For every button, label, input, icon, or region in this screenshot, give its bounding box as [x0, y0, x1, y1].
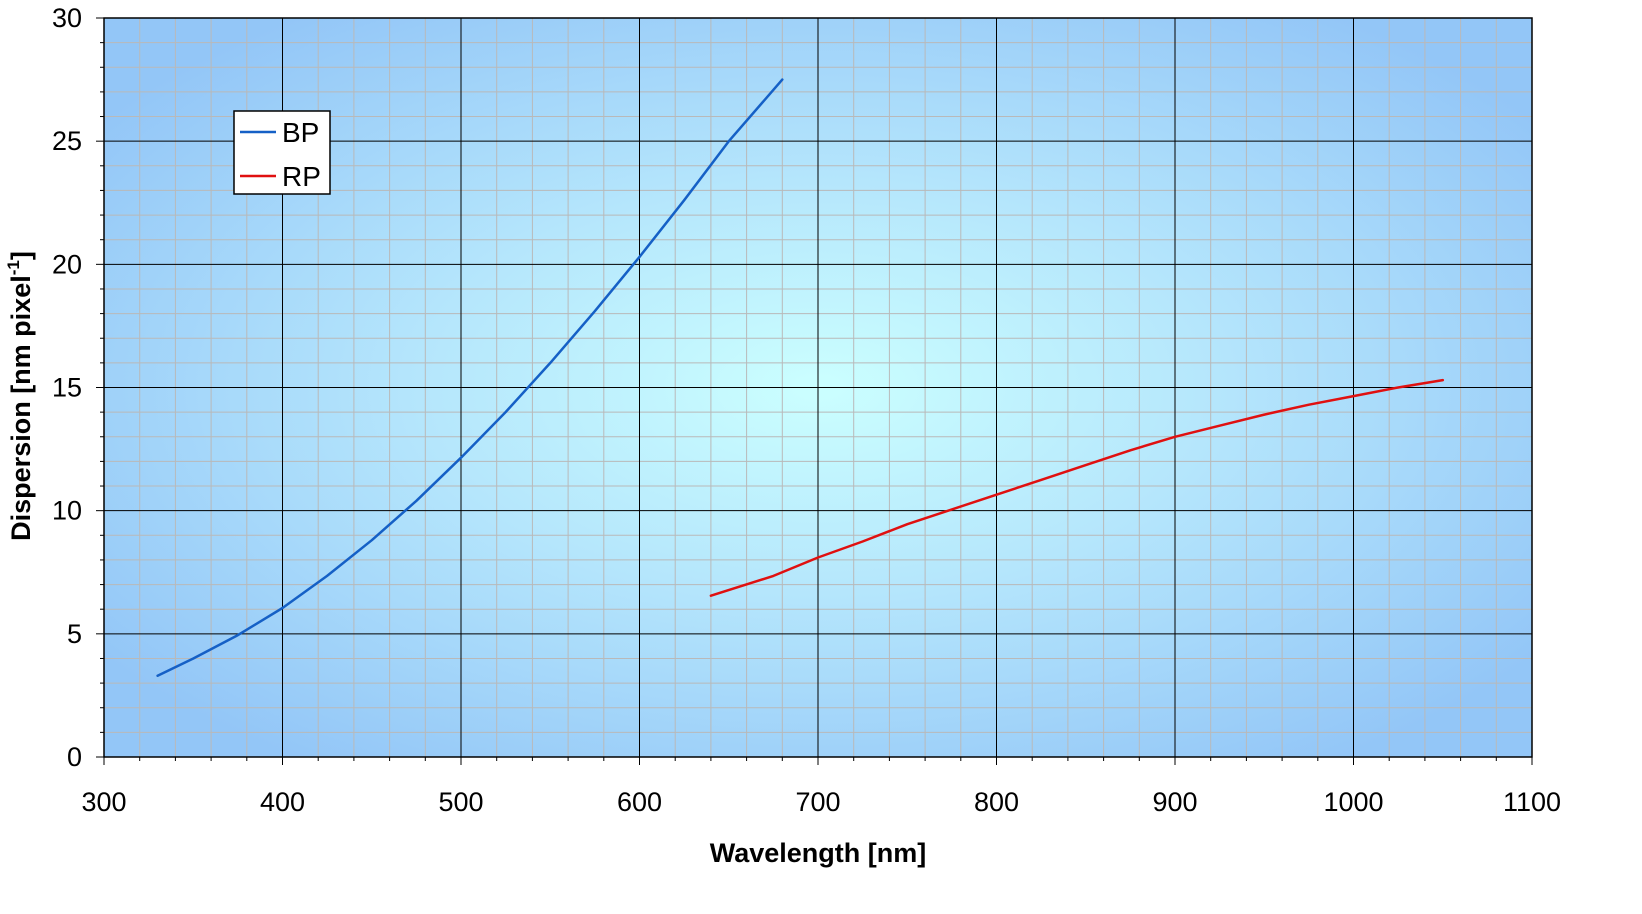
y-axis-title: Dispersion [nm pixel-1] — [4, 251, 36, 541]
x-tick-label: 700 — [795, 787, 840, 817]
y-tick-label: 20 — [52, 249, 82, 279]
legend-label-bp: BP — [282, 117, 319, 148]
y-tick-label: 0 — [67, 742, 82, 772]
y-tick-label: 5 — [67, 619, 82, 649]
x-tick-label: 800 — [974, 787, 1019, 817]
series-line-rp — [709, 378, 1445, 597]
series-layer — [156, 78, 1445, 677]
x-tick-label: 1100 — [1503, 787, 1561, 817]
legend-box — [233, 110, 331, 195]
y-tick-label: 25 — [52, 126, 82, 156]
axes — [96, 17, 1533, 765]
x-tick-label: 400 — [260, 787, 305, 817]
y-tick-label: 15 — [52, 373, 82, 403]
x-axis-title: Wavelength [nm] — [710, 838, 927, 868]
x-tick-label: 300 — [81, 787, 126, 817]
x-tick-label: 900 — [1152, 787, 1197, 817]
y-axis-title-main: Dispersion [nm pixel — [6, 275, 36, 541]
x-tick-label: 1000 — [1323, 787, 1383, 817]
y-axis-title-superscript: -1 — [4, 260, 23, 275]
legend-label-rp: RP — [282, 161, 321, 192]
x-tick-label: 600 — [617, 787, 662, 817]
series-line-bp — [156, 78, 784, 677]
x-tick-labels: 300 400 500 600 700 800 900 1000 1100 — [81, 787, 1561, 817]
y-tick-label: 10 — [52, 496, 82, 526]
legend: BP RP — [233, 110, 331, 195]
y-tick-labels: 0 5 10 15 20 25 30 — [52, 3, 82, 772]
y-axis-title-close: ] — [6, 251, 36, 260]
x-tick-label: 500 — [438, 787, 483, 817]
y-tick-label: 30 — [52, 3, 82, 33]
